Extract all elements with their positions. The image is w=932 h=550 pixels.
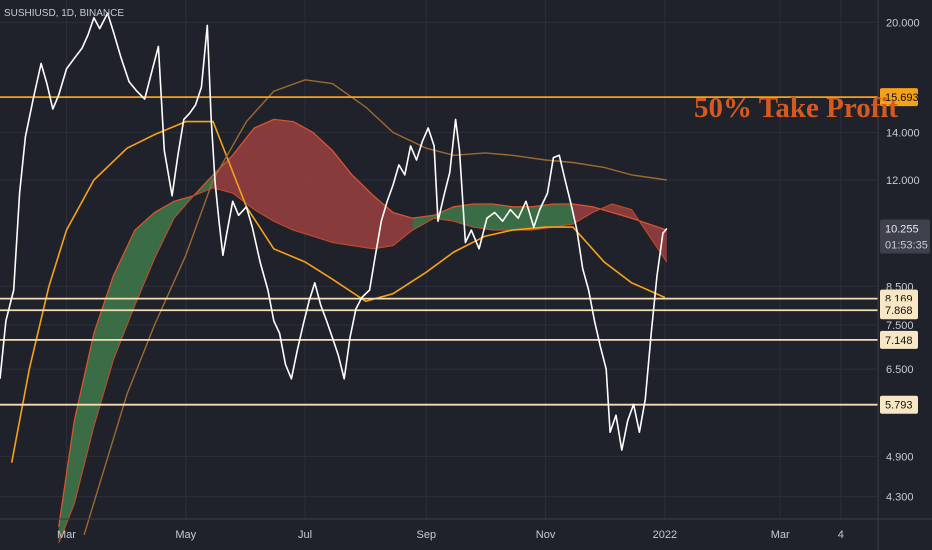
cloud-bearish-segment	[572, 204, 667, 262]
y-tick-label: 12.000	[886, 175, 920, 187]
level-label: 7.868	[885, 305, 913, 317]
y-tick-label: 6.500	[886, 364, 914, 376]
x-tick-label: Jul	[298, 529, 312, 541]
countdown-label: 01:53:35	[885, 239, 928, 251]
horizontal-levels	[0, 96, 878, 406]
ticker-label: SUSHIUSD, 1D, BINANCE	[4, 8, 125, 19]
x-tick-label: 4	[838, 529, 844, 541]
current-price-box	[880, 219, 930, 254]
level-label: 15.693	[885, 92, 919, 104]
ma-orange-line	[10, 120, 666, 463]
y-tick-label: 7.500	[886, 320, 914, 332]
y-tick-label: 4.900	[886, 451, 914, 463]
level-label-box	[880, 301, 918, 320]
x-tick-label: Mar	[771, 529, 790, 541]
x-tick-label: Nov	[536, 529, 556, 541]
y-tick-label: 14.000	[886, 127, 920, 139]
grid	[0, 0, 878, 519]
cloud-bearish-segment	[213, 119, 413, 249]
x-tick-label: 2022	[653, 529, 677, 541]
level-label-box	[880, 395, 918, 414]
level-label: 7.148	[885, 335, 913, 347]
price-series	[0, 12, 668, 451]
level-label-box	[880, 88, 918, 107]
y-tick-label: 4.300	[886, 492, 914, 504]
current-price-label: 10.255	[885, 223, 919, 235]
take-profit-annotation: 50% Take Profit	[694, 92, 899, 124]
cloud-upper-line	[58, 118, 668, 527]
y-tick-label: 20.000	[886, 17, 920, 29]
x-tick-label: May	[175, 529, 196, 541]
ma-brown-line	[83, 79, 667, 536]
x-tick-label: Sep	[417, 529, 437, 541]
level-label: 5.793	[885, 400, 913, 412]
moving-averages	[10, 79, 667, 536]
price-line	[0, 12, 668, 451]
cloud-bullish-segment	[58, 174, 214, 544]
level-label-box	[880, 330, 918, 349]
x-tick-label: Mar	[57, 529, 76, 541]
